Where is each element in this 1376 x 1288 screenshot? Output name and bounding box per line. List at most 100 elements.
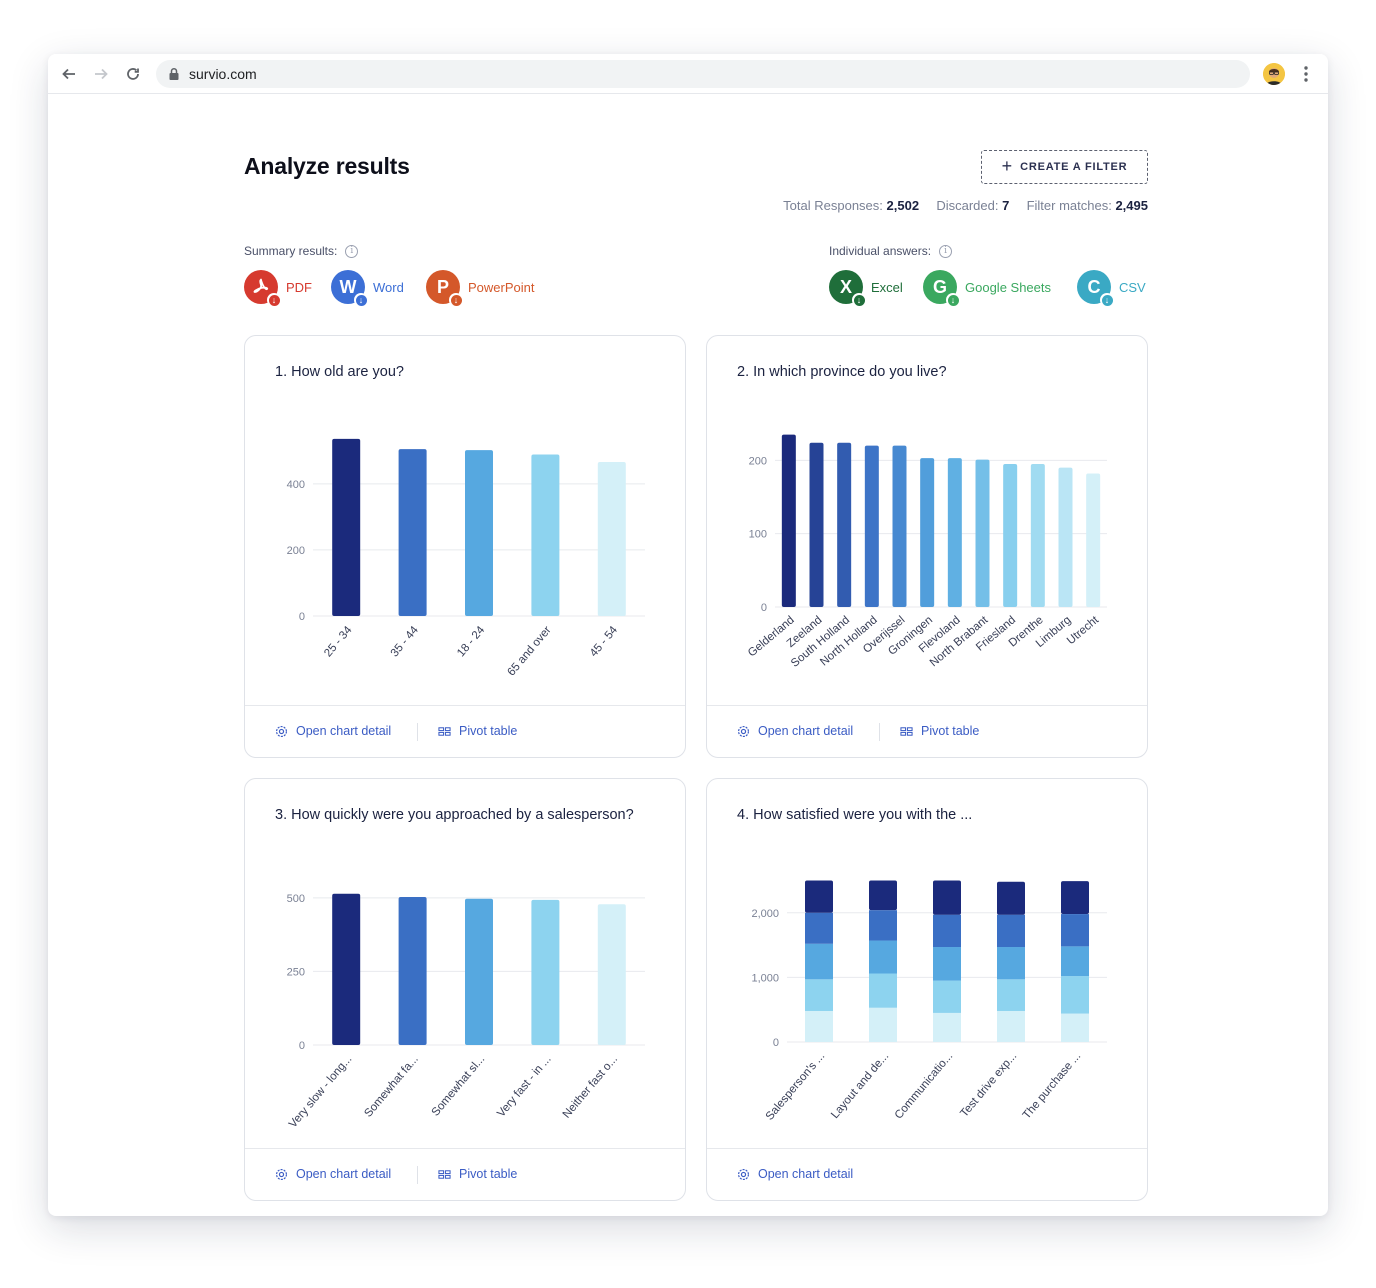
bar[interactable]	[332, 893, 361, 1045]
bar[interactable]	[597, 462, 626, 616]
stacked-bar-segment[interactable]	[869, 1007, 897, 1042]
back-icon[interactable]	[58, 63, 80, 85]
browser-toolbar: survio.com	[48, 54, 1328, 94]
bar[interactable]	[465, 898, 493, 1045]
x-tick-label: 18 - 24	[455, 624, 488, 660]
open-chart-detail-button[interactable]: Open chart detail	[275, 724, 391, 738]
stacked-bar-segment[interactable]	[805, 979, 833, 1011]
export-word-label: Word	[373, 279, 404, 295]
stacked-bar-segment[interactable]	[805, 1010, 833, 1042]
address-bar[interactable]: survio.com	[156, 60, 1250, 88]
stacked-bar-segment[interactable]	[805, 880, 833, 913]
stacked-bar-segment[interactable]	[1061, 946, 1089, 977]
open-chart-detail-button[interactable]: Open chart detail	[737, 1167, 853, 1181]
bar[interactable]	[597, 904, 626, 1045]
forward-icon[interactable]	[90, 63, 112, 85]
x-tick-label: Very slow - long...	[287, 1053, 355, 1130]
export-pdf-button[interactable]: ↓ PDF	[244, 269, 312, 307]
bar[interactable]	[781, 434, 796, 607]
stacked-bar-segment[interactable]	[869, 880, 897, 911]
stacked-bar-segment[interactable]	[1061, 881, 1089, 915]
info-icon[interactable]: i	[345, 244, 359, 258]
bar-chart: 0 200 400 25 - 34 35 - 44 18 - 24 65 and over 4…	[287, 438, 645, 678]
reload-icon[interactable]	[122, 63, 144, 85]
info-icon[interactable]: i	[939, 244, 953, 258]
export-word-button[interactable]: W ↓ Word	[331, 269, 404, 307]
bar[interactable]	[531, 899, 560, 1045]
individual-answers-label: Individual answers: i	[829, 244, 953, 258]
stacked-bar-segment[interactable]	[997, 881, 1025, 915]
y-tick-label: 250	[287, 966, 305, 978]
bar[interactable]	[947, 458, 962, 607]
stacked-bar-segment[interactable]	[805, 912, 833, 944]
stacked-bar-segment[interactable]	[997, 947, 1025, 980]
pivot-table-icon	[900, 726, 913, 736]
export-google-sheets-button[interactable]: G ↓ Google Sheets	[923, 269, 1051, 307]
open-chart-detail-button[interactable]: Open chart detail	[737, 724, 853, 738]
bar[interactable]	[398, 896, 427, 1045]
bar[interactable]	[892, 445, 907, 607]
stacked-bar-segment[interactable]	[933, 947, 961, 981]
stacked-bar-segment[interactable]	[869, 973, 897, 1008]
export-powerpoint-button[interactable]: P ↓ PowerPoint	[426, 269, 534, 307]
lock-icon	[169, 67, 179, 80]
powerpoint-icon: P ↓	[426, 270, 463, 307]
card-footer: Open chart detail Pivot table	[245, 705, 685, 757]
export-csv-label: CSV	[1119, 279, 1146, 295]
bar[interactable]	[398, 449, 427, 616]
open-chart-detail-button[interactable]: Open chart detail	[275, 1167, 391, 1181]
pivot-table-button[interactable]: Pivot table	[438, 1167, 517, 1181]
x-tick-label: Salesperson's ...	[764, 1050, 828, 1123]
pivot-table-button[interactable]: Pivot table	[900, 724, 979, 738]
x-tick-label: Somewhat sl...	[430, 1053, 488, 1118]
x-tick-label: The purchase ...	[1021, 1050, 1084, 1121]
bar[interactable]	[332, 438, 361, 616]
stacked-bar-segment[interactable]	[997, 1010, 1025, 1042]
stacked-bar-segment[interactable]	[869, 940, 897, 974]
bar[interactable]	[1003, 464, 1018, 607]
bar[interactable]	[1058, 467, 1073, 607]
stacked-bar-segment[interactable]	[997, 979, 1025, 1011]
more-menu-icon[interactable]	[1298, 63, 1314, 85]
question-title: 3. How quickly were you approached by a …	[275, 807, 634, 823]
y-tick-label: 400	[287, 479, 305, 491]
x-tick-label: Somewhat fa...	[362, 1053, 421, 1119]
stacked-bar-segment[interactable]	[1061, 976, 1089, 1014]
bar[interactable]	[809, 442, 824, 607]
google-sheets-icon: G ↓	[923, 270, 960, 307]
stacked-bar-segment[interactable]	[1061, 1013, 1089, 1042]
stacked-bar-segment[interactable]	[933, 914, 961, 948]
word-icon: W ↓	[331, 270, 368, 307]
stacked-bar-segment[interactable]	[933, 880, 961, 915]
stacked-bar-chart: 0 1,000 2,000 Salesperson's ... Layout and d…	[751, 880, 1107, 1123]
stacked-bar-segment[interactable]	[869, 910, 897, 941]
stacked-bar-segment[interactable]	[933, 980, 961, 1013]
x-tick-label: Communicatio...	[893, 1050, 956, 1121]
bar[interactable]	[1086, 473, 1101, 607]
create-filter-button[interactable]: + CREATE A FILTER	[981, 150, 1148, 184]
export-excel-label: Excel	[871, 279, 903, 295]
x-tick-label: Very fast - in ...	[495, 1053, 553, 1119]
settings-icon	[737, 1168, 750, 1180]
page-title: Analyze results	[244, 153, 410, 179]
stacked-bar-segment[interactable]	[933, 1012, 961, 1042]
export-excel-button[interactable]: X ↓ Excel	[829, 269, 903, 307]
x-tick-label: Utrecht	[1065, 614, 1102, 648]
bar[interactable]	[975, 459, 990, 607]
stacked-bar-segment[interactable]	[1061, 914, 1089, 947]
export-csv-button[interactable]: C ↓ CSV	[1077, 269, 1146, 307]
bar[interactable]	[531, 454, 560, 616]
bar[interactable]	[1030, 464, 1045, 607]
pivot-table-button[interactable]: Pivot table	[438, 724, 517, 738]
profile-avatar[interactable]	[1263, 63, 1285, 85]
settings-icon	[275, 1168, 288, 1180]
bar[interactable]	[920, 458, 935, 607]
filter-matches-value: 2,495	[1115, 198, 1148, 213]
y-tick-label: 200	[287, 545, 305, 557]
x-tick-label: Neither fast o...	[561, 1053, 620, 1120]
bar[interactable]	[465, 450, 493, 616]
bar[interactable]	[837, 442, 852, 607]
stacked-bar-segment[interactable]	[997, 914, 1025, 948]
bar[interactable]	[864, 445, 879, 607]
stacked-bar-segment[interactable]	[805, 943, 833, 980]
